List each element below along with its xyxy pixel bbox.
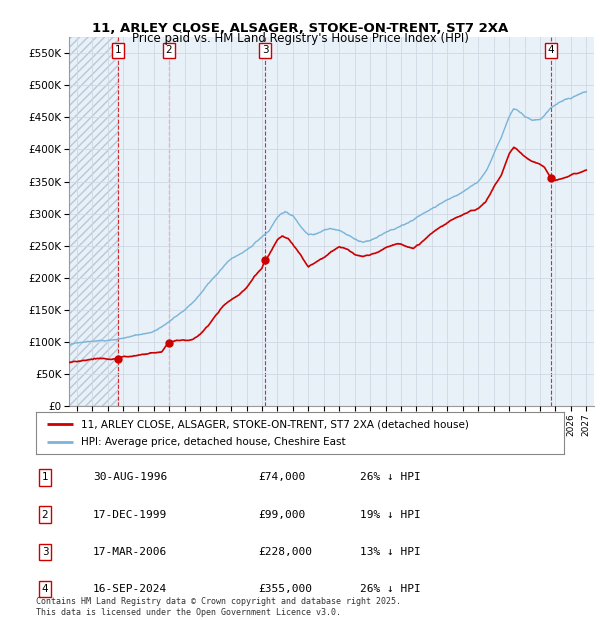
Text: 1: 1 [115,45,121,55]
Text: Contains HM Land Registry data © Crown copyright and database right 2025.
This d: Contains HM Land Registry data © Crown c… [36,598,401,617]
Text: HPI: Average price, detached house, Cheshire East: HPI: Average price, detached house, Ches… [81,437,346,447]
Text: 4: 4 [41,584,49,594]
Text: 4: 4 [548,45,554,55]
Text: £74,000: £74,000 [258,472,305,482]
Text: 19% ↓ HPI: 19% ↓ HPI [360,510,421,520]
Text: 16-SEP-2024: 16-SEP-2024 [93,584,167,594]
Text: 3: 3 [262,45,269,55]
Text: 2: 2 [41,510,49,520]
Text: £99,000: £99,000 [258,510,305,520]
Text: 3: 3 [41,547,49,557]
Text: 26% ↓ HPI: 26% ↓ HPI [360,472,421,482]
Text: £228,000: £228,000 [258,547,312,557]
Text: 17-MAR-2006: 17-MAR-2006 [93,547,167,557]
Text: 13% ↓ HPI: 13% ↓ HPI [360,547,421,557]
Text: 17-DEC-1999: 17-DEC-1999 [93,510,167,520]
Text: 26% ↓ HPI: 26% ↓ HPI [360,584,421,594]
Text: 2: 2 [166,45,172,55]
Text: 11, ARLEY CLOSE, ALSAGER, STOKE-ON-TRENT, ST7 2XA (detached house): 11, ARLEY CLOSE, ALSAGER, STOKE-ON-TRENT… [81,419,469,429]
Text: £355,000: £355,000 [258,584,312,594]
Text: 1: 1 [41,472,49,482]
Text: Price paid vs. HM Land Registry's House Price Index (HPI): Price paid vs. HM Land Registry's House … [131,32,469,45]
Text: 30-AUG-1996: 30-AUG-1996 [93,472,167,482]
Text: 11, ARLEY CLOSE, ALSAGER, STOKE-ON-TRENT, ST7 2XA: 11, ARLEY CLOSE, ALSAGER, STOKE-ON-TRENT… [92,22,508,35]
